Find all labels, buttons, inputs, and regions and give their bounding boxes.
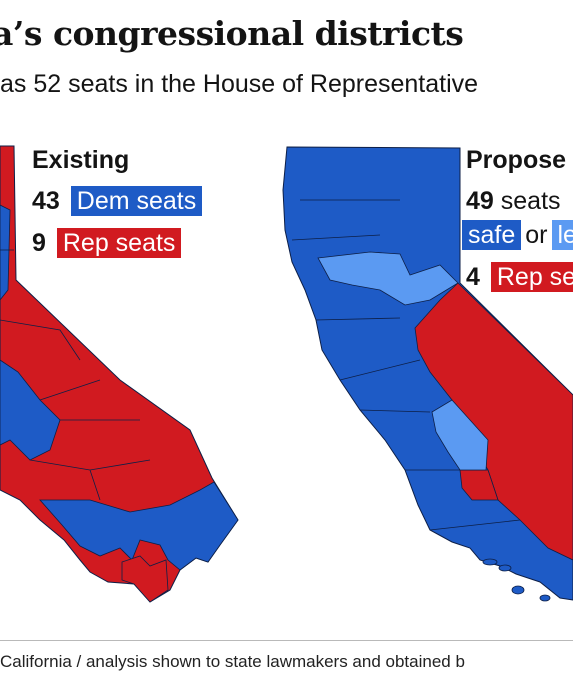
maps-graphic <box>0 145 573 603</box>
proposed-dem-row: 49 seats <box>466 185 573 217</box>
footer-divider <box>0 640 573 641</box>
proposed-lean-label: le <box>551 220 573 250</box>
existing-rep-inset <box>121 555 169 603</box>
proposed-dem-type-row: safe or le <box>462 219 573 251</box>
existing-heading: Existing <box>32 146 130 174</box>
existing-rep-row: 9 Rep seats <box>32 227 202 259</box>
existing-dem-label: Dem seats <box>70 186 203 216</box>
existing-dem-bay <box>0 359 61 461</box>
proposed-rep-label: Rep se <box>490 262 573 292</box>
existing-dem-socal <box>39 481 239 571</box>
existing-districts-map <box>0 145 239 603</box>
proposed-rep-row: 4 Rep se <box>466 261 573 293</box>
proposed-rep-count: 4 <box>466 263 480 291</box>
proposed-islands <box>482 558 551 602</box>
existing-dem-north <box>0 204 11 301</box>
existing-dem-row: 43 Dem seats <box>32 185 203 217</box>
proposed-heading: Propose <box>466 146 567 174</box>
page-title: a’s congressional districts <box>0 14 464 53</box>
proposed-district-lines <box>291 199 521 531</box>
proposed-rep-central <box>414 282 573 561</box>
existing-district-lines <box>0 249 151 501</box>
proposed-dem-text: seats <box>500 187 561 215</box>
existing-rep-count: 9 <box>32 229 46 257</box>
proposed-light-north <box>317 251 459 306</box>
existing-rep-label: Rep seats <box>56 228 182 258</box>
page-subtitle: as 52 seats in the House of Representati… <box>0 70 479 98</box>
existing-dem-count: 43 <box>32 187 60 215</box>
proposed-legend: Propose 49 seats safe or le 4 Rep se <box>462 146 573 293</box>
proposed-light-valley <box>431 399 489 471</box>
existing-map-base <box>0 145 239 603</box>
source-note: California / analysis shown to state law… <box>0 652 465 671</box>
proposed-dem-count: 49 <box>466 187 494 215</box>
proposed-safe-label: safe <box>462 220 522 250</box>
existing-legend: Existing 43 Dem seats 9 Rep seats <box>32 146 203 259</box>
proposed-districts-map <box>282 146 573 602</box>
proposed-or-text: or <box>525 221 548 249</box>
